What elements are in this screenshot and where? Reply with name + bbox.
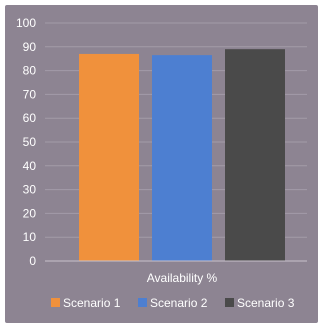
bar-scenario-3 [225,49,285,262]
y-tick-label: 100 [16,16,36,30]
x-axis-label: Availability % [147,271,218,285]
y-tick-label: 60 [23,111,37,125]
chart-area: 0 10 20 30 40 50 60 70 80 90 100 Availability % Sc… [5,5,318,323]
legend: Scenario 1 Scenario 2 Scenario 3 [51,296,295,310]
legend-label-scenario-3: Scenario 3 [237,296,295,310]
y-tick-label: 10 [23,230,37,244]
legend-label-scenario-2: Scenario 2 [150,296,208,310]
legend-swatch-scenario-3 [225,298,234,307]
y-tick-label: 70 [23,87,37,101]
y-tick-label: 0 [29,254,36,268]
y-tick-label: 30 [23,183,37,197]
bars [79,49,285,262]
legend-label-scenario-1: Scenario 1 [63,296,121,310]
y-tick-label: 80 [23,64,37,78]
y-axis-ticks: 0 10 20 30 40 50 60 70 80 90 100 [16,16,36,268]
y-tick-label: 40 [23,159,37,173]
bar-scenario-1 [79,53,139,261]
y-tick-label: 90 [23,40,37,54]
legend-swatch-scenario-2 [138,298,147,307]
y-tick-label: 50 [23,135,37,149]
y-tick-label: 20 [23,206,37,220]
bar-chart: 0 10 20 30 40 50 60 70 80 90 100 Availability % Sc… [16,16,307,310]
bar-scenario-2 [152,55,212,261]
legend-swatch-scenario-1 [51,298,60,307]
